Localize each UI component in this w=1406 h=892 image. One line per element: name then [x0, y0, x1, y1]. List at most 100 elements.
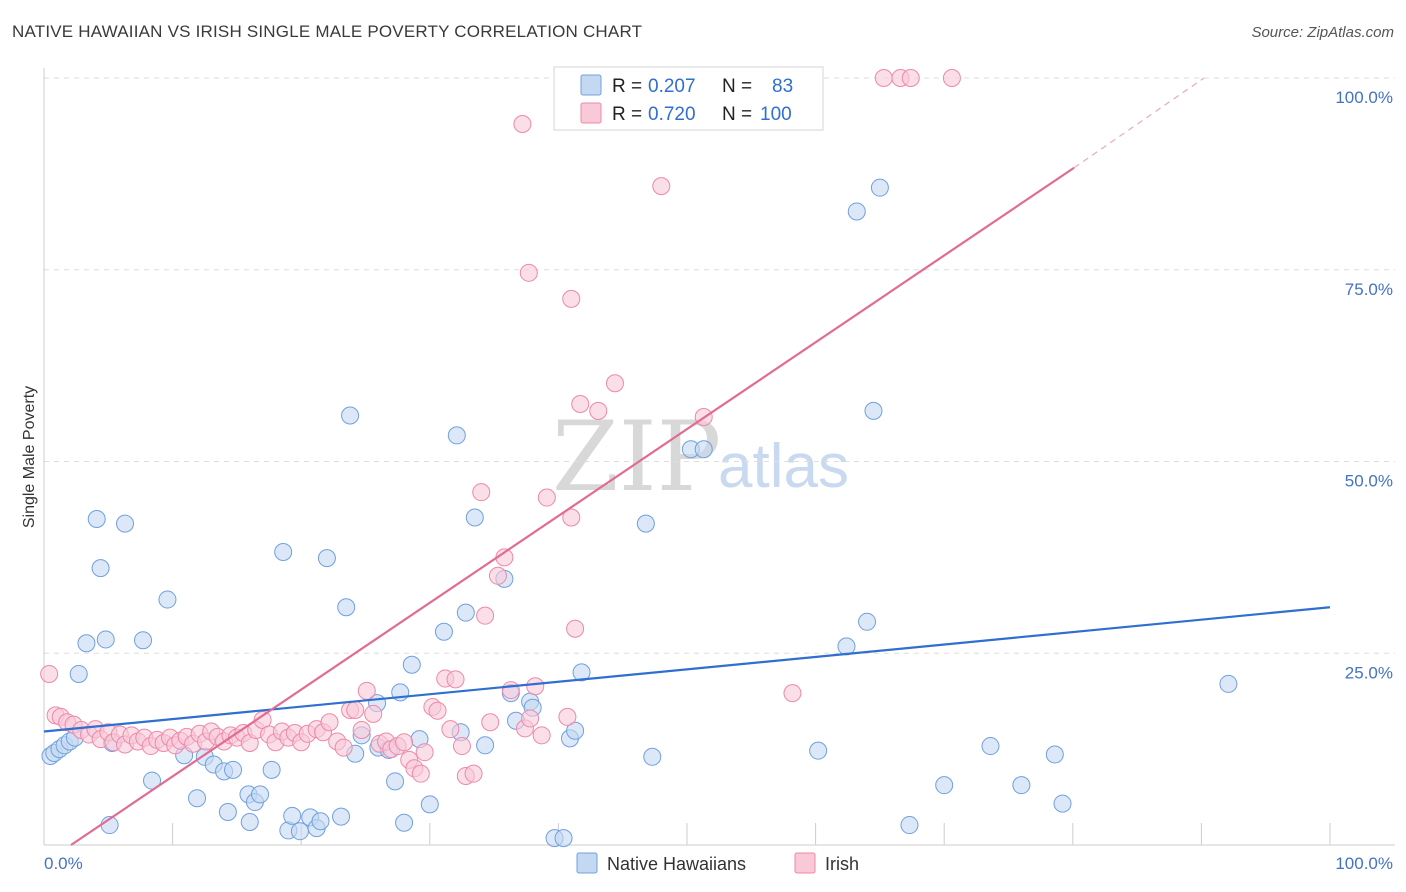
watermark-atlas: atlas: [718, 432, 849, 501]
point-irish-65: [441, 720, 460, 739]
point-irish-95: [874, 69, 893, 87]
point-irish-81: [558, 707, 577, 726]
x-tick-label-min: 0.0%: [44, 854, 83, 873]
point-irish-49: [346, 701, 365, 720]
point-native-hawaiians-66: [566, 721, 585, 740]
correlation-legend: R = 0.207 N = 83 R = 0.720 N = 100: [553, 66, 824, 131]
point-native-hawaiians-52: [434, 622, 453, 641]
y-tick-label-2: 50.0%: [1345, 472, 1393, 491]
x-tick-label-max: 100.0%: [1335, 854, 1393, 873]
point-irish-93: [783, 684, 802, 703]
point-native-hawaiians-7: [69, 664, 88, 683]
bottom-legend-native-hawaiians: Native Hawaiians: [607, 854, 746, 874]
point-irish-45: [320, 713, 339, 732]
point-native-hawaiians-83: [1053, 794, 1072, 813]
point-irish-57: [395, 733, 414, 752]
point-native-hawaiians-46: [386, 772, 405, 791]
point-native-hawaiians-71: [694, 440, 713, 459]
point-native-hawaiians-82: [1045, 745, 1064, 764]
point-irish-99: [513, 115, 532, 134]
point-native-hawaiians-51: [420, 795, 439, 814]
series-legend: Native Hawaiians Irish: [576, 852, 859, 874]
point-irish-86: [605, 374, 624, 393]
source-label: Source: ZipAtlas.com: [1251, 24, 1394, 41]
tick-labels: 25.0% 50.0% 75.0% 100.0% 0.0% 100.0%: [44, 88, 1393, 873]
point-native-hawaiians-30: [274, 543, 293, 562]
legend-swatch-native-hawaiians: [580, 74, 602, 96]
point-native-hawaiians-78: [900, 816, 919, 835]
point-native-hawaiians-68: [636, 514, 655, 533]
point-native-hawaiians-81: [1012, 776, 1031, 795]
point-irish-85: [589, 401, 608, 420]
point-native-hawaiians-48: [395, 813, 414, 832]
legend-n-value-1: 83: [772, 76, 793, 97]
legend-r-label-1: R =: [612, 76, 642, 97]
point-native-hawaiians-36: [311, 812, 330, 831]
point-irish-69: [464, 764, 483, 783]
point-native-hawaiians-67: [572, 663, 591, 682]
point-native-hawaiians-8: [77, 634, 96, 653]
trend-lines: [43, 77, 1331, 846]
point-native-hawaiians-49: [402, 655, 421, 674]
point-native-hawaiians-37: [317, 549, 336, 568]
point-irish-82: [562, 508, 581, 527]
point-native-hawaiians-69: [643, 747, 662, 766]
chart-title: NATIVE HAWAIIAN VS IRISH SINGLE MALE POV…: [12, 22, 643, 41]
point-irish-61: [415, 743, 434, 762]
legend-n-value-2: 100: [760, 104, 792, 125]
legend-n-label-2: N =: [722, 104, 752, 125]
y-tick-label-3: 75.0%: [1345, 280, 1393, 299]
point-irish-75: [501, 681, 520, 700]
point-native-hawaiians-11: [96, 630, 115, 649]
point-native-hawaiians-80: [981, 737, 1000, 756]
point-native-hawaiians-24: [224, 760, 243, 779]
point-native-hawaiians-72: [809, 741, 828, 760]
point-native-hawaiians-40: [341, 406, 360, 425]
point-irish-83: [566, 619, 585, 638]
point-native-hawaiians-19: [188, 789, 207, 808]
point-irish-52: [364, 704, 383, 723]
trend-line-irish: [70, 166, 1075, 846]
point-native-hawaiians-53: [447, 426, 466, 445]
series-irish-points: [40, 69, 961, 785]
y-tick-label-4: 100.0%: [1335, 88, 1393, 107]
point-native-hawaiians-17: [158, 590, 177, 609]
point-irish-77: [521, 709, 540, 728]
point-native-hawaiians-75: [858, 612, 877, 631]
series-native-hawaiians-points: [41, 178, 1238, 848]
point-irish-67: [452, 737, 471, 756]
point-irish-101: [562, 289, 581, 308]
legend-n-label-1: N =: [722, 76, 752, 97]
point-irish-78: [526, 677, 545, 696]
point-irish-97: [901, 69, 920, 87]
point-native-hawaiians-10: [91, 559, 110, 578]
point-native-hawaiians-32: [283, 806, 302, 825]
point-irish-60: [411, 764, 430, 783]
point-native-hawaiians-64: [554, 829, 573, 848]
bottom-legend-irish: Irish: [825, 854, 859, 874]
point-irish-50: [352, 720, 371, 739]
y-tick-label-1: 25.0%: [1345, 663, 1393, 682]
point-native-hawaiians-74: [847, 202, 866, 221]
point-irish-72: [481, 713, 500, 732]
point-irish-73: [488, 566, 507, 585]
point-native-hawaiians-38: [332, 807, 351, 826]
point-irish-84: [571, 394, 590, 413]
bottom-legend-swatch-irish: [794, 852, 816, 874]
point-irish-71: [476, 606, 495, 625]
point-irish-102: [652, 177, 671, 196]
point-irish-79: [532, 726, 551, 745]
point-native-hawaiians-28: [251, 785, 270, 804]
point-irish-100: [519, 263, 538, 282]
point-irish-80: [537, 488, 556, 507]
point-native-hawaiians-39: [337, 598, 356, 617]
point-native-hawaiians-15: [134, 631, 153, 650]
point-native-hawaiians-55: [456, 603, 475, 622]
point-irish-47: [334, 738, 353, 757]
point-native-hawaiians-79: [935, 776, 954, 795]
point-native-hawaiians-57: [476, 736, 495, 755]
point-irish-1: [40, 664, 59, 683]
point-irish-63: [428, 701, 447, 720]
trend-line-native-hawaiians: [43, 606, 1331, 733]
